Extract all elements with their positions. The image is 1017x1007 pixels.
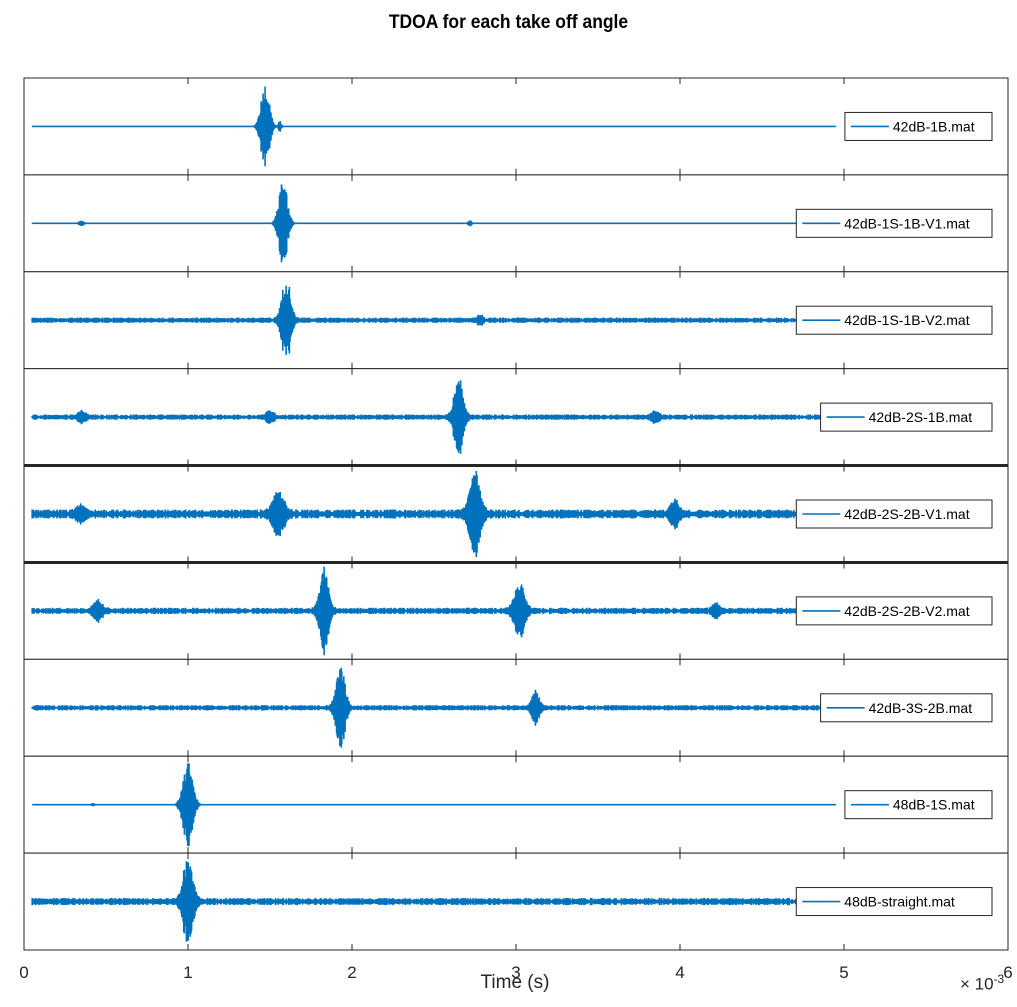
x-axis-label: Time (s): [480, 972, 550, 993]
series-line: [31, 285, 837, 355]
x-tick-label: 3: [511, 963, 520, 982]
legend-label: 42dB-1B.mat: [893, 118, 975, 134]
series-line: [31, 763, 837, 847]
legend-label: 42dB-3S-2B.mat: [869, 700, 973, 716]
series-line: [31, 566, 837, 656]
x-axis-exponent: × 10-3: [960, 972, 1004, 995]
x-exponent-power: -3: [993, 972, 1005, 986]
legend-label: 42dB-2S-1B.mat: [869, 409, 973, 425]
series-line: [31, 184, 837, 263]
x-tick-label: 0: [19, 963, 28, 982]
legend-label: 48dB-1S.mat: [893, 797, 975, 813]
legend-label: 48dB-straight.mat: [844, 894, 955, 910]
x-tick-label: 2: [347, 963, 356, 982]
legend-label: 42dB-1S-1B-V1.mat: [844, 215, 969, 231]
x-tick-label: 5: [839, 963, 848, 982]
legend-box: [820, 693, 993, 723]
x-tick-label: 6: [1003, 963, 1012, 982]
series-line: [31, 861, 837, 942]
series-line: [31, 86, 837, 167]
legend-label: 42dB-2S-2B-V2.mat: [844, 603, 969, 619]
x-tick-label: 4: [675, 963, 684, 982]
series-line: [31, 380, 837, 454]
legend-label: 42dB-2S-2B-V1.mat: [844, 506, 969, 522]
legend-label: 42dB-1S-1B-V2.mat: [844, 312, 969, 328]
x-exponent-base: × 10: [960, 974, 994, 994]
chart-title: TDOA for each take off angle: [388, 12, 629, 33]
series-line: [31, 471, 837, 557]
x-tick-label: 1: [183, 963, 192, 982]
series-line: [31, 667, 837, 748]
